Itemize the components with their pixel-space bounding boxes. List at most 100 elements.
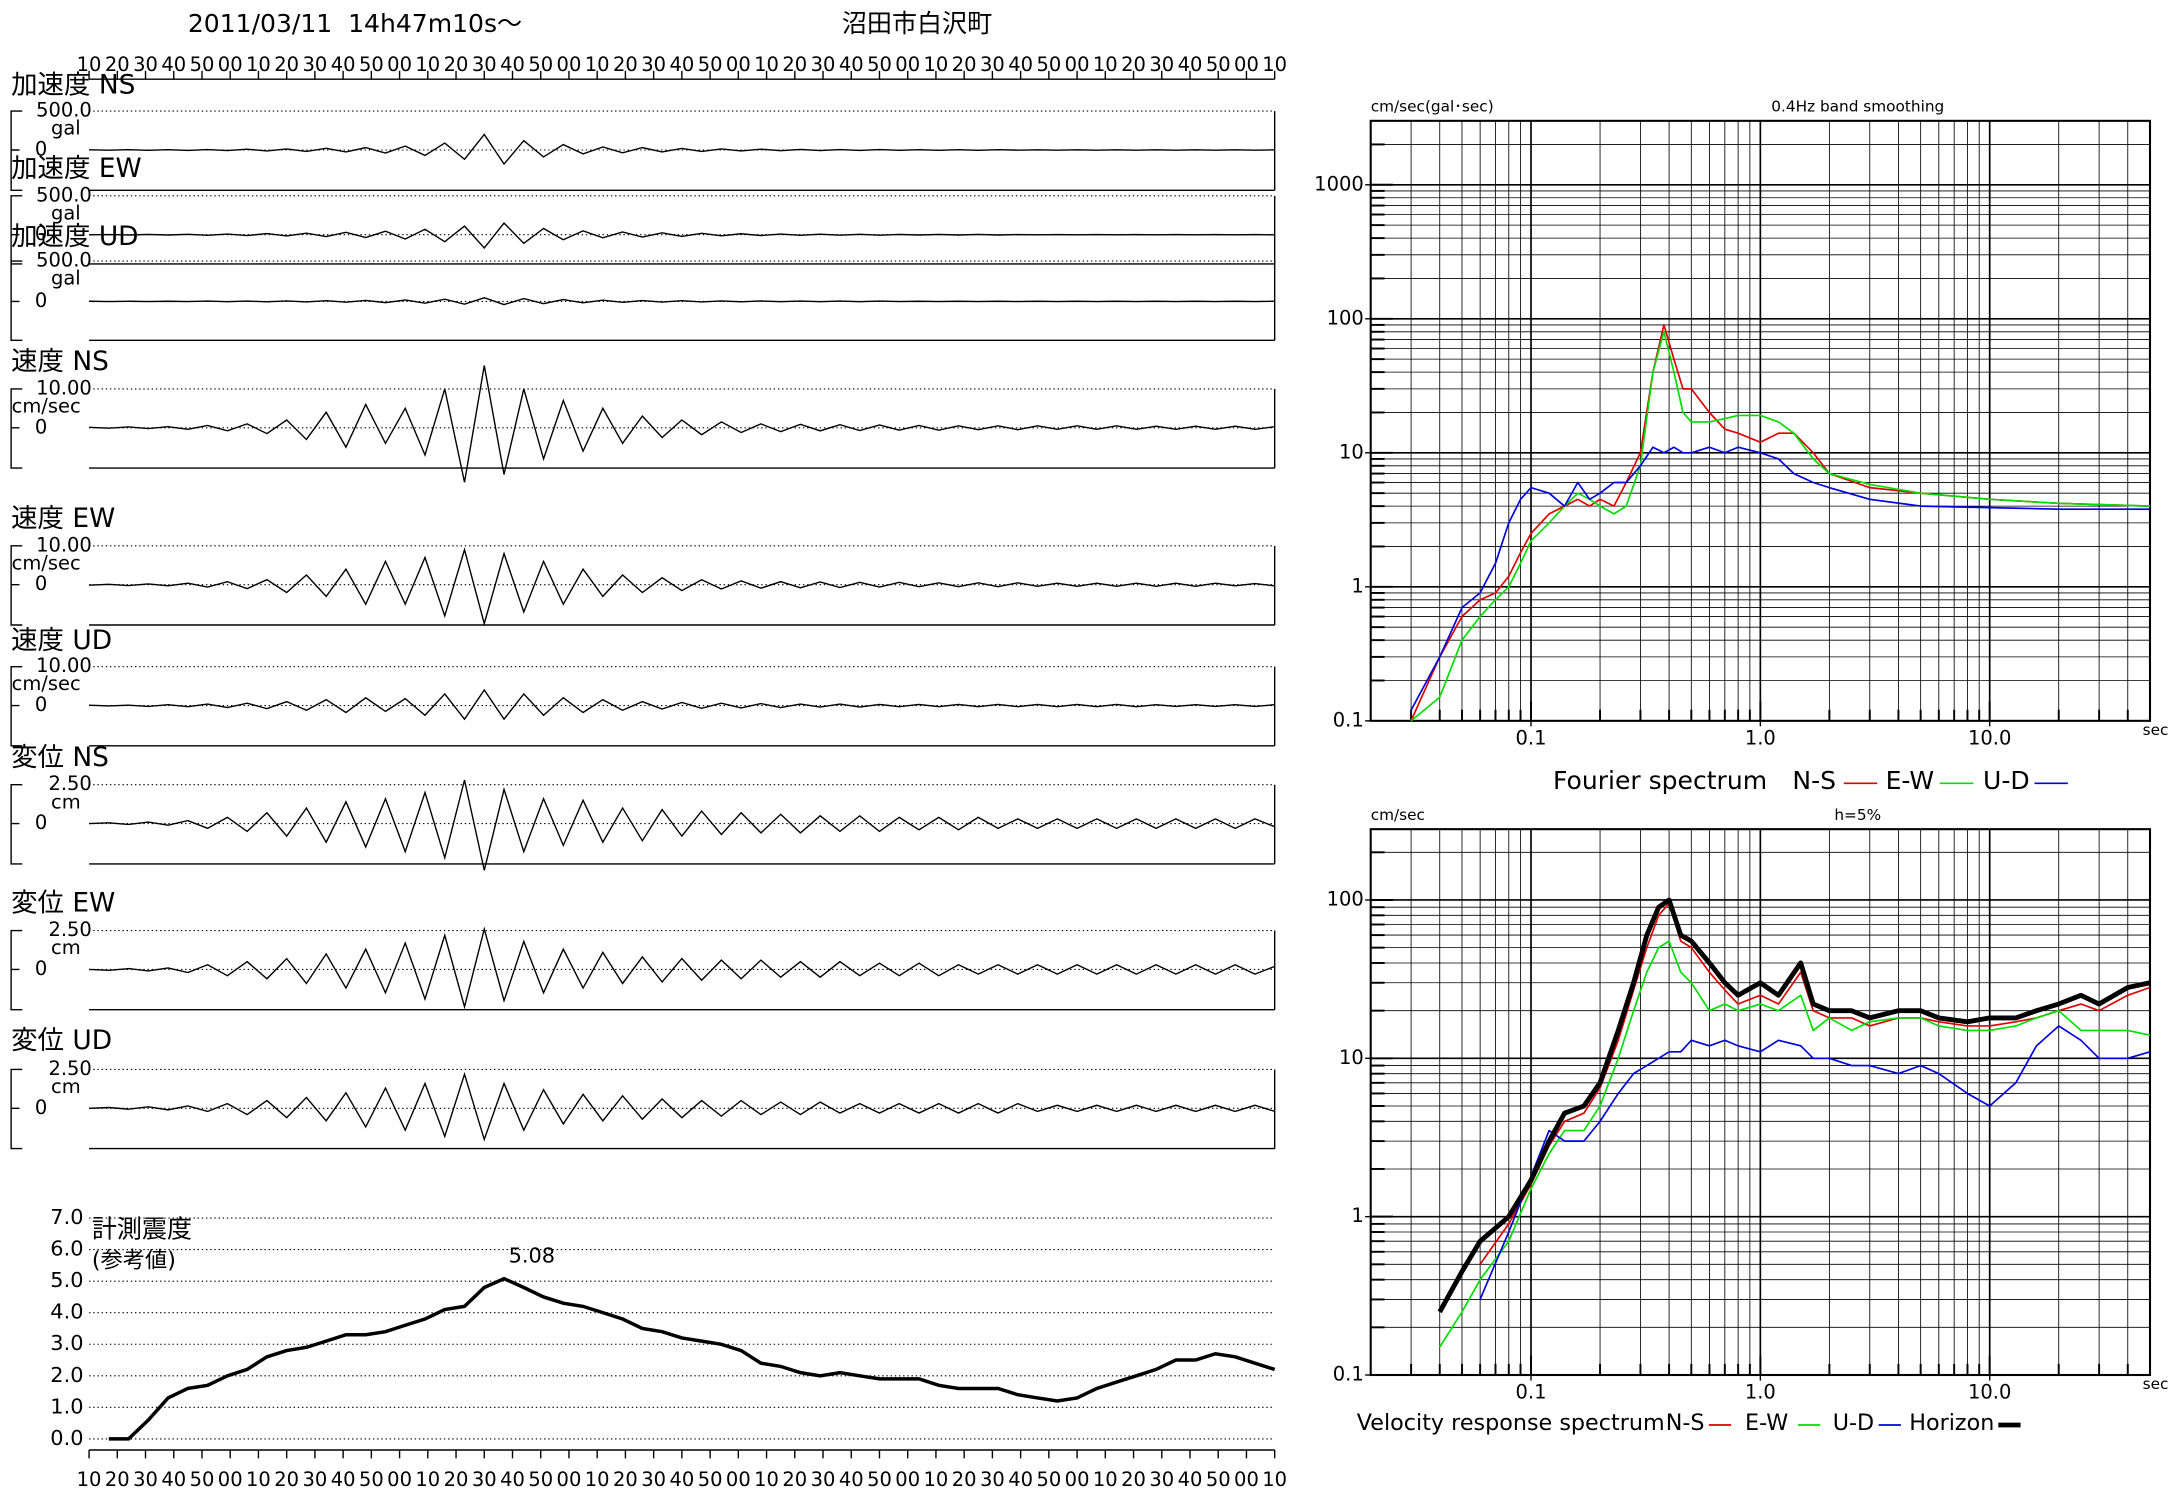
x-tick-label: 1.0 [1745,1381,1776,1404]
time-tick-label: 50 [190,53,215,76]
trace-frame [10,110,1276,191]
trace-unit: gal [51,267,81,290]
y-tick-label: 10 [1339,1046,1364,1069]
intensity-peak-label: 5.08 [509,1243,555,1267]
trace-label: 変位 EW [11,888,115,919]
intensity-title: 計測震度 [92,1215,192,1244]
time-tick-label: 00 [387,53,412,76]
trace-label: 加速度 EW [11,153,142,184]
intensity-tick-label: 4.0 [50,1300,83,1324]
time-tick-label: 30 [133,1468,158,1491]
time-tick-label: 20 [1121,1468,1146,1491]
trace-label: 変位 UD [11,1025,112,1056]
time-tick-label: 30 [472,1468,497,1491]
time-tick-label: 20 [274,53,299,76]
record-title: 2011/03/11 14h47m10s～ [188,9,522,38]
plot-subtitle: 0.4Hz band smoothing [1771,97,1944,115]
trace-frame [10,545,1276,626]
trace-unit: gal [51,201,81,224]
trace-unit: gal [51,117,81,140]
spectrum-line [1479,1025,2151,1300]
waveform-line [89,133,1275,166]
spectrum-line [1439,940,2151,1348]
y-tick-label: 1000 [1314,172,1364,195]
time-tick-label: 50 [359,53,384,76]
trace-tick-label: 10.00 [36,654,92,677]
time-tick-label: 40 [331,53,356,76]
trace-tick-label: 0 [35,811,47,834]
time-tick-label: 20 [105,1468,130,1491]
time-tick-label: 30 [303,1468,328,1491]
spectrum-line [1479,902,2151,1265]
time-tick-label: 50 [1036,1468,1061,1491]
time-tick-label: 30 [811,1468,836,1491]
intensity-tick-label: 3.0 [50,1331,83,1355]
time-tick-label: 00 [726,1468,751,1491]
time-tick-label: 00 [895,1468,920,1491]
time-tick-label: 10 [77,1468,102,1491]
waveform-line [89,222,1275,249]
x-tick-label: 10.0 [1968,726,2011,749]
plot-subtitle: h=5% [1834,806,1881,824]
waveform-line [89,688,1275,721]
x-tick-label: 0.1 [1516,726,1547,749]
time-tick-label: 00 [726,53,751,76]
waveform-line [89,547,1275,627]
trace-unit: cm [51,936,81,959]
time-tick-label: 40 [1008,1468,1033,1491]
legend-title: Fourier spectrum [1553,766,1767,795]
trace-tick-label: 2.50 [48,918,91,941]
time-tick-label: 50 [1206,1468,1231,1491]
time-tick-label: 50 [867,1468,892,1491]
intensity-tick-label: 6.0 [50,1237,83,1261]
time-tick-label: 30 [1149,53,1174,76]
time-tick-label: 30 [980,53,1005,76]
y-tick-label: 1 [1351,574,1363,597]
time-tick-label: 00 [1065,53,1090,76]
x-axis-label: sec [2143,721,2169,739]
time-tick-label: 30 [1149,1468,1174,1491]
time-tick-label: 10 [246,53,271,76]
time-tick-label: 50 [867,53,892,76]
trace-frame [10,784,1276,865]
trace-tick-label: 500.0 [36,183,92,206]
trace-tick-label: 500.0 [36,249,92,272]
time-tick-label: 20 [782,53,807,76]
time-tick-label: 10 [754,1468,779,1491]
trace-label: 速度 EW [11,503,115,534]
trace-tick-label: 0 [35,957,47,980]
time-tick-label: 50 [1036,53,1061,76]
y-tick-label: 10 [1339,440,1364,463]
time-tick-label: 40 [331,1468,356,1491]
legend-label: E-W [1886,766,1935,795]
legend-title: Velocity response spectrum [1357,1410,1665,1436]
trace-label: 速度 NS [11,346,109,377]
legend-label: Horizon [1909,1410,1994,1436]
trace-tick-label: 2.50 [48,772,91,795]
waveform-line [89,926,1275,1010]
waveform-line [89,779,1275,871]
time-tick-label: 30 [641,1468,666,1491]
time-tick-label: 20 [952,53,977,76]
time-tick-label: 10 [77,53,102,76]
time-tick-label: 30 [472,53,497,76]
waveform-line [89,1071,1275,1142]
time-tick-label: 50 [698,1468,723,1491]
time-tick-label: 00 [1234,1468,1259,1491]
time-tick-label: 40 [1178,53,1203,76]
legend-label: U-D [1833,1410,1874,1436]
time-tick-label: 20 [952,1468,977,1491]
time-tick-label: 10 [1262,1468,1287,1491]
time-tick-label: 50 [528,1468,553,1491]
trace-label: 速度 UD [11,625,112,656]
y-tick-label: 0.1 [1333,1363,1364,1386]
time-tick-label: 10 [1262,53,1287,76]
intensity-tick-label: 7.0 [50,1205,83,1229]
time-tick-label: 20 [613,53,638,76]
spectrum-line [1410,330,2151,722]
y-tick-label: 0.1 [1333,708,1364,731]
trace-frame [10,1068,1276,1150]
time-tick-label: 20 [444,1468,469,1491]
trace-tick-label: 0 [35,693,47,716]
